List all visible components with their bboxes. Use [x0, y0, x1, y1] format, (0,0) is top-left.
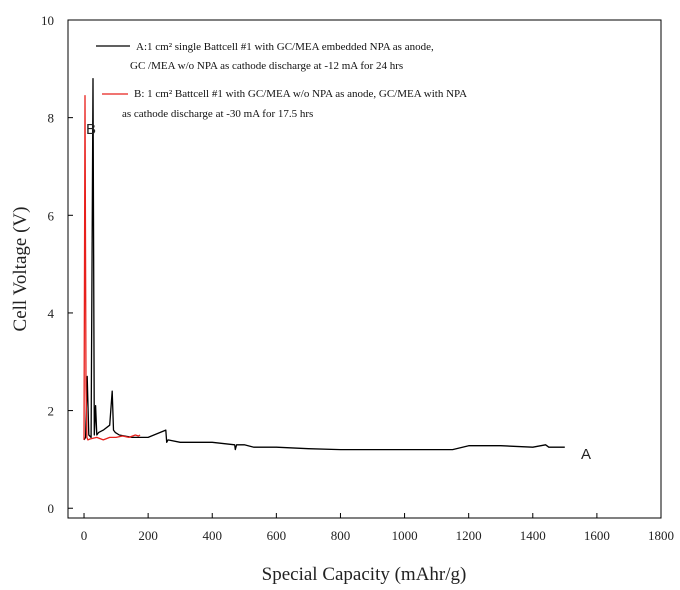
y-tick-label: 10: [41, 13, 54, 28]
series-line-b: [83, 95, 141, 441]
x-axis-ticks: 0 200 400 600 800 1000 1200 1400 1600 1800: [81, 513, 674, 543]
legend-a-line1: A:1 cm² single Battcell #1 with GC/MEA e…: [136, 41, 434, 53]
y-tick-label: 6: [48, 208, 55, 223]
y-tick-label: 0: [48, 501, 55, 516]
y-axis-ticks: 0 2 4 6 8 10: [41, 13, 73, 516]
legend-b-line2: as cathode discharge at -30 mA for 17.5 …: [122, 108, 313, 120]
y-tick-label: 4: [48, 306, 55, 321]
curve-label-b: B: [86, 121, 96, 138]
legend: A:1 cm² single Battcell #1 with GC/MEA e…: [96, 41, 467, 120]
curve-label-a: A: [581, 446, 591, 463]
plot-frame: [67, 19, 662, 519]
x-tick-label: 400: [202, 528, 222, 543]
x-tick-label: 1200: [456, 528, 482, 543]
y-tick-label: 2: [48, 404, 55, 419]
x-tick-label: 1600: [584, 528, 610, 543]
series-group: [83, 77, 565, 451]
x-tick-label: 1800: [648, 528, 674, 543]
x-tick-label: 0: [81, 528, 88, 543]
series-line-a: [83, 77, 565, 451]
x-axis-title: Special Capacity (mAhr/g): [262, 564, 467, 585]
y-tick-label: 8: [48, 111, 55, 126]
x-tick-label: 200: [138, 528, 158, 543]
legend-b-line1: B: 1 cm² Battcell #1 with GC/MEA w/o NPA…: [134, 88, 467, 100]
x-tick-label: 1400: [520, 528, 546, 543]
y-axis-title: Cell Voltage (V): [10, 207, 31, 332]
x-tick-label: 800: [331, 528, 351, 543]
legend-a-line2: GC /MEA w/o NPA as cathode discharge at …: [130, 60, 403, 72]
x-tick-label: 1000: [392, 528, 418, 543]
x-tick-label: 600: [267, 528, 287, 543]
